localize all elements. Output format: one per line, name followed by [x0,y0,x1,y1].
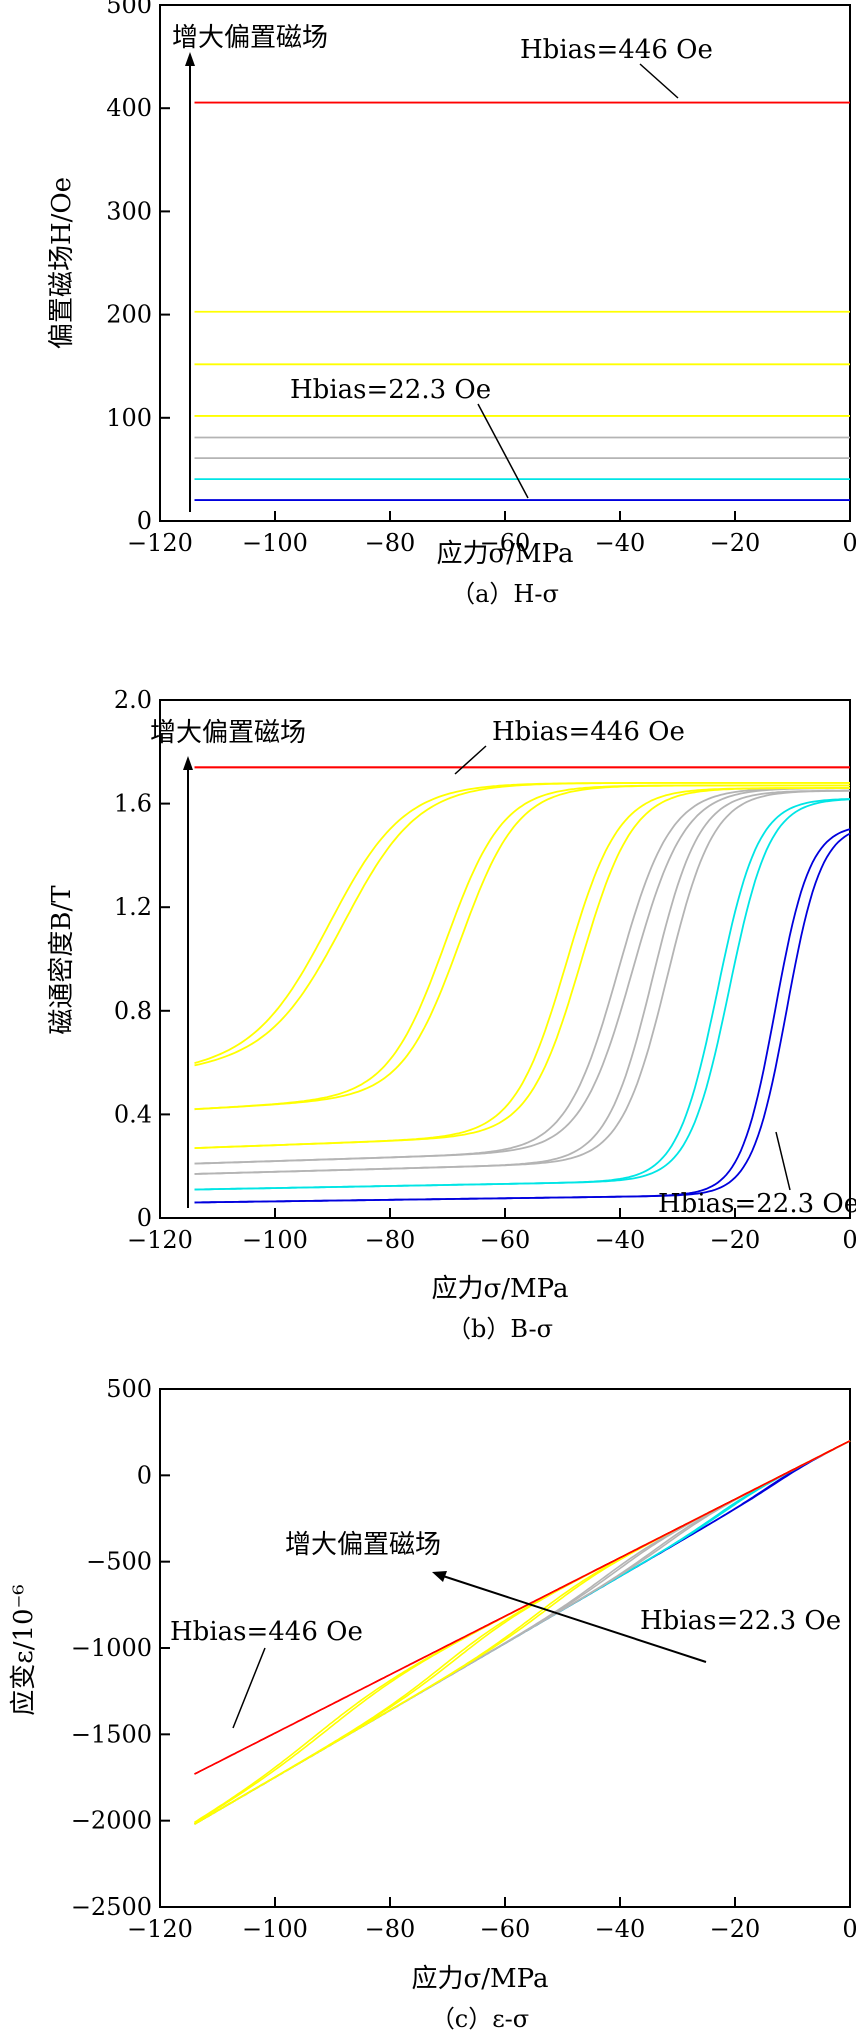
x-tick-label: −40 [595,1226,646,1254]
x-tick-label: −20 [710,1226,761,1254]
panel-b-annotation-22: Hbias=22.3 Oe [658,1189,856,1219]
x-tick-label: −80 [365,1915,416,1943]
panel-b-arrowhead [183,756,193,770]
series-line [194,832,851,1204]
panel-c-xlabel: 应力σ/MPa [412,1964,549,1994]
x-tick-label: −100 [242,1226,308,1254]
panel-b-annotation-446: Hbias=446 Oe [492,717,685,747]
panel-a-frame [159,4,851,522]
x-tick-label: −100 [242,1915,308,1943]
x-tick-label: −60 [480,1226,531,1254]
y-tick-label: −2000 [71,1807,152,1835]
x-tick-label: 0 [842,1226,856,1254]
panel-c-annotation-446: Hbias=446 Oe [170,1617,363,1647]
x-tick-label: −60 [480,529,531,557]
series-line [194,782,850,1064]
panel-c-caption: （c）ε-σ [431,2005,529,2033]
panel-c-arrowhead [432,1571,447,1582]
x-tick-label: −100 [242,529,308,557]
series-line [194,1440,851,1775]
panel-b-caption: （b）B-σ [447,1315,553,1343]
series-line [194,798,850,1191]
x-tick-label: −40 [595,529,646,557]
y-tick-label: 0 [137,1461,152,1489]
panel-c-series [194,1440,851,1825]
y-tick-label: 0.4 [114,1100,152,1128]
panel-a-y-ticks: 0 100 200 300 400 500 [106,0,170,535]
panel-a-caption: （a）H-σ [451,580,559,608]
panel-c-ylabel: 应变ε/10⁻⁶ [9,1584,39,1715]
panel-b-y-ticks: 0 0.4 0.8 1.2 1.6 2.0 [114,686,170,1232]
panel-b-arrow-label: 增大偏置磁场 [150,718,306,748]
panel-b-leader-446 [454,745,487,775]
panel-a-ylabel: 偏置磁场H/Oe [47,177,77,349]
x-tick-label: −80 [365,1226,416,1254]
y-tick-label: 0 [137,507,152,535]
series-line [194,782,850,1067]
panel-c-y-ticks: −2500 −2000 −1500 −1000 −500 0 500 [71,1375,170,1921]
panel-a-annotation-446: Hbias=446 Oe [520,35,713,65]
panel-c-leader-446 [232,1647,266,1729]
panel-a-annotation-22: Hbias=22.3 Oe [290,375,491,405]
panel-a-x-ticks: −120 −100 −80 −60 −40 −20 0 [127,511,856,557]
y-tick-label: 300 [106,197,152,225]
panel-b-series [194,766,851,1204]
y-tick-label: 1.2 [114,893,152,921]
panel-c-annotation-22: Hbias=22.3 Oe [640,1606,841,1636]
panel-c-epsilon-sigma: −120 −100 −80 −60 −40 −20 0 −2500 −2000 −1500 −10… [9,1375,856,2033]
panel-b-leader-22 [775,1131,791,1191]
panel-b-ylabel: 磁通密度B/T [47,885,77,1035]
x-tick-label: −20 [710,529,761,557]
panel-a-leader-22 [477,403,529,499]
series-line [194,787,850,1149]
y-tick-label: 100 [106,404,152,432]
y-tick-label: −2500 [71,1893,152,1921]
panel-c-arrow [439,1574,707,1663]
series-line [194,787,851,1165]
series-line [194,784,850,1111]
y-tick-label: −1500 [71,1720,152,1748]
series-line [194,789,850,1175]
y-tick-label: 0.8 [114,997,152,1025]
panel-a-series [194,101,850,501]
panel-a-xlabel: 应力σ/MPa [437,539,574,569]
x-tick-label: −120 [127,1915,193,1943]
y-tick-label: −1000 [71,1634,152,1662]
x-tick-label: −60 [480,1915,531,1943]
panel-a-arrow-label: 增大偏置磁场 [172,23,328,53]
y-tick-label: 500 [106,0,152,19]
panel-a-h-sigma: −120 −100 −80 −60 −40 −20 0 0 100 200 300 400 500 应… [47,0,856,608]
panel-b-frame [159,699,851,1219]
x-tick-label: 0 [842,1915,856,1943]
y-tick-label: −500 [86,1548,152,1576]
x-tick-label: −20 [710,1915,761,1943]
panel-b-b-sigma: −120 −100 −80 −60 −40 −20 0 0 0.4 0.8 1.2 1.6 2.0 应… [47,686,856,1343]
panel-b-x-ticks: −120 −100 −80 −60 −40 −20 0 [127,1208,856,1254]
panel-a-leader-446 [639,63,679,99]
y-tick-label: 400 [106,94,152,122]
y-tick-label: 0 [137,1204,152,1232]
series-line [194,787,850,1149]
x-tick-label: −120 [127,1226,193,1254]
panel-c-x-ticks: −120 −100 −80 −60 −40 −20 0 [127,1897,856,1943]
y-tick-label: 500 [106,1375,152,1403]
panel-c-frame [159,1388,851,1908]
x-tick-label: −80 [365,529,416,557]
panel-c-arrow-label: 增大偏置磁场 [285,1530,441,1560]
panel-a-arrowhead [185,52,195,66]
y-tick-label: 200 [106,301,152,329]
panel-b-xlabel: 应力σ/MPa [432,1274,569,1304]
x-tick-label: 0 [842,529,856,557]
y-tick-label: 1.6 [114,790,152,818]
series-line [194,787,850,1165]
series-line [194,784,850,1111]
series-line [194,828,851,1204]
x-tick-label: −40 [595,1915,646,1943]
y-tick-label: 2.0 [114,686,152,714]
x-tick-label: −120 [127,529,193,557]
